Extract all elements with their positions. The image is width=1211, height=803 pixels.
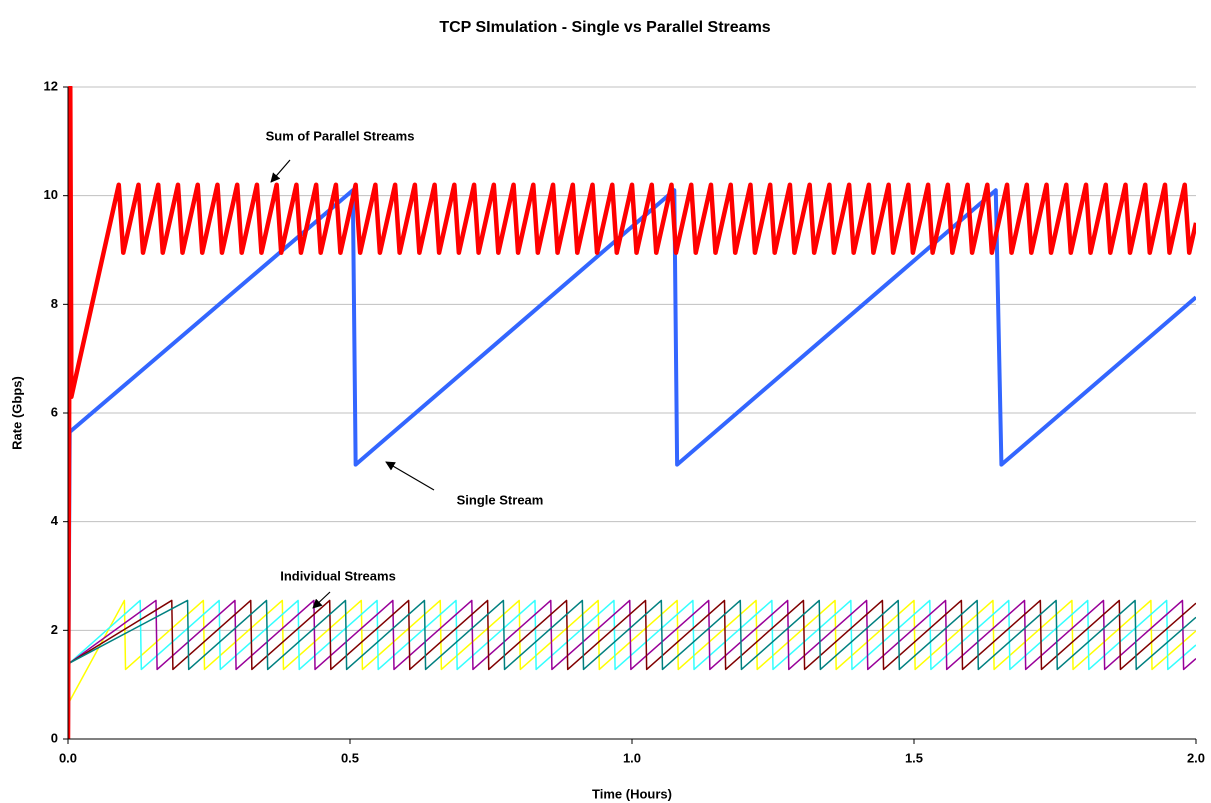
annotation-arrow <box>270 159 291 183</box>
x-tick-label: 2.0 <box>1187 750 1205 765</box>
y-tick-label: 10 <box>44 187 58 202</box>
series-line <box>69 599 1196 671</box>
y-tick-label: 0 <box>51 730 58 745</box>
series-line <box>69 599 1196 671</box>
annotation-arrow <box>385 461 435 491</box>
annotation: Individual Streams <box>280 568 396 583</box>
axes: 0 2 4 6 8 10 12 0.0 0.5 1.0 1.5 2.0 <box>44 78 1206 765</box>
annotation: Single Stream <box>457 492 544 507</box>
series-line <box>69 599 1196 671</box>
x-tick-label: 1.0 <box>623 750 641 765</box>
y-tick-label: 6 <box>51 404 58 419</box>
annotation: Sum of Parallel Streams <box>266 128 415 143</box>
y-tick-label: 8 <box>51 296 58 311</box>
x-tick-label: 0.0 <box>59 750 77 765</box>
series-line <box>69 599 1196 702</box>
x-tick-label: 1.5 <box>905 750 923 765</box>
x-tick-label: 0.5 <box>341 750 359 765</box>
series-line <box>69 599 1196 671</box>
y-tick-label: 2 <box>51 622 58 637</box>
y-tick-label: 12 <box>44 78 58 93</box>
series-line <box>68 86 1196 739</box>
plot-lines <box>68 86 1196 739</box>
chart-title: TCP SImulation - Single vs Parallel Stre… <box>439 19 770 36</box>
series-line <box>68 188 1196 739</box>
x-axis-label: Time (Hours) <box>592 786 672 801</box>
y-axis-label: Rate (Gbps) <box>9 376 24 450</box>
y-tick-label: 4 <box>51 513 59 528</box>
annotation-arrow <box>312 591 331 609</box>
